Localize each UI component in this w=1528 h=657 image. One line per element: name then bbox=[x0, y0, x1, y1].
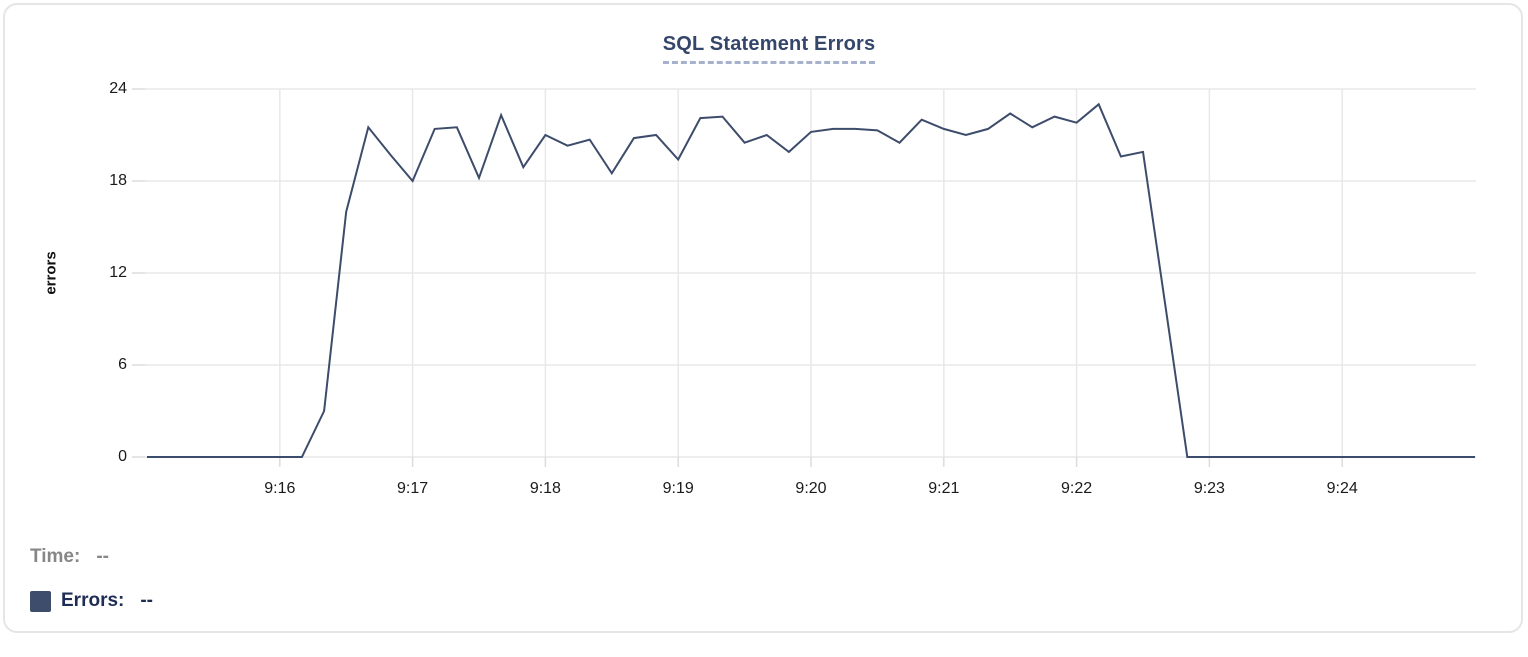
chart-title[interactable]: SQL Statement Errors bbox=[662, 33, 876, 64]
y-tick-label: 18 bbox=[109, 172, 127, 189]
chart-card: SQL Statement Errors errors 0 6 12 18 24 9:1… bbox=[3, 3, 1523, 633]
y-axis-title: errors bbox=[42, 251, 60, 295]
legend-time-label: Time: bbox=[30, 546, 81, 567]
x-tick-label: 9:22 bbox=[1061, 480, 1093, 497]
x-tick-label: 9:19 bbox=[662, 480, 694, 497]
y-tick-label: 6 bbox=[118, 356, 127, 373]
legend-errors-value: -- bbox=[140, 590, 154, 611]
x-tick-label: 9:16 bbox=[264, 480, 296, 497]
legend-time-value: -- bbox=[96, 546, 109, 567]
x-tick-label: 9:17 bbox=[397, 480, 429, 497]
x-tick-label: 9:23 bbox=[1193, 480, 1225, 497]
legend-errors-swatch bbox=[30, 590, 51, 612]
x-tick-label: 9:18 bbox=[529, 480, 561, 497]
legend-row-errors: Errors: -- bbox=[30, 590, 153, 612]
y-tick-label: 12 bbox=[109, 264, 127, 281]
x-tick-label: 9:21 bbox=[928, 480, 960, 497]
legend-row-time: Time: -- bbox=[30, 546, 153, 568]
chart-legend: Time: -- Errors: -- bbox=[30, 546, 153, 612]
line-chart-plot[interactable] bbox=[5, 5, 1528, 657]
legend-errors-label: Errors: bbox=[61, 590, 125, 611]
y-tick-label: 24 bbox=[109, 80, 127, 97]
x-tick-label: 9:20 bbox=[795, 480, 827, 497]
x-tick-label: 9:24 bbox=[1326, 480, 1358, 497]
y-tick-label: 0 bbox=[118, 448, 127, 465]
series-line-errors[interactable] bbox=[147, 102, 1475, 458]
chart-title-wrap: SQL Statement Errors bbox=[5, 33, 1528, 64]
